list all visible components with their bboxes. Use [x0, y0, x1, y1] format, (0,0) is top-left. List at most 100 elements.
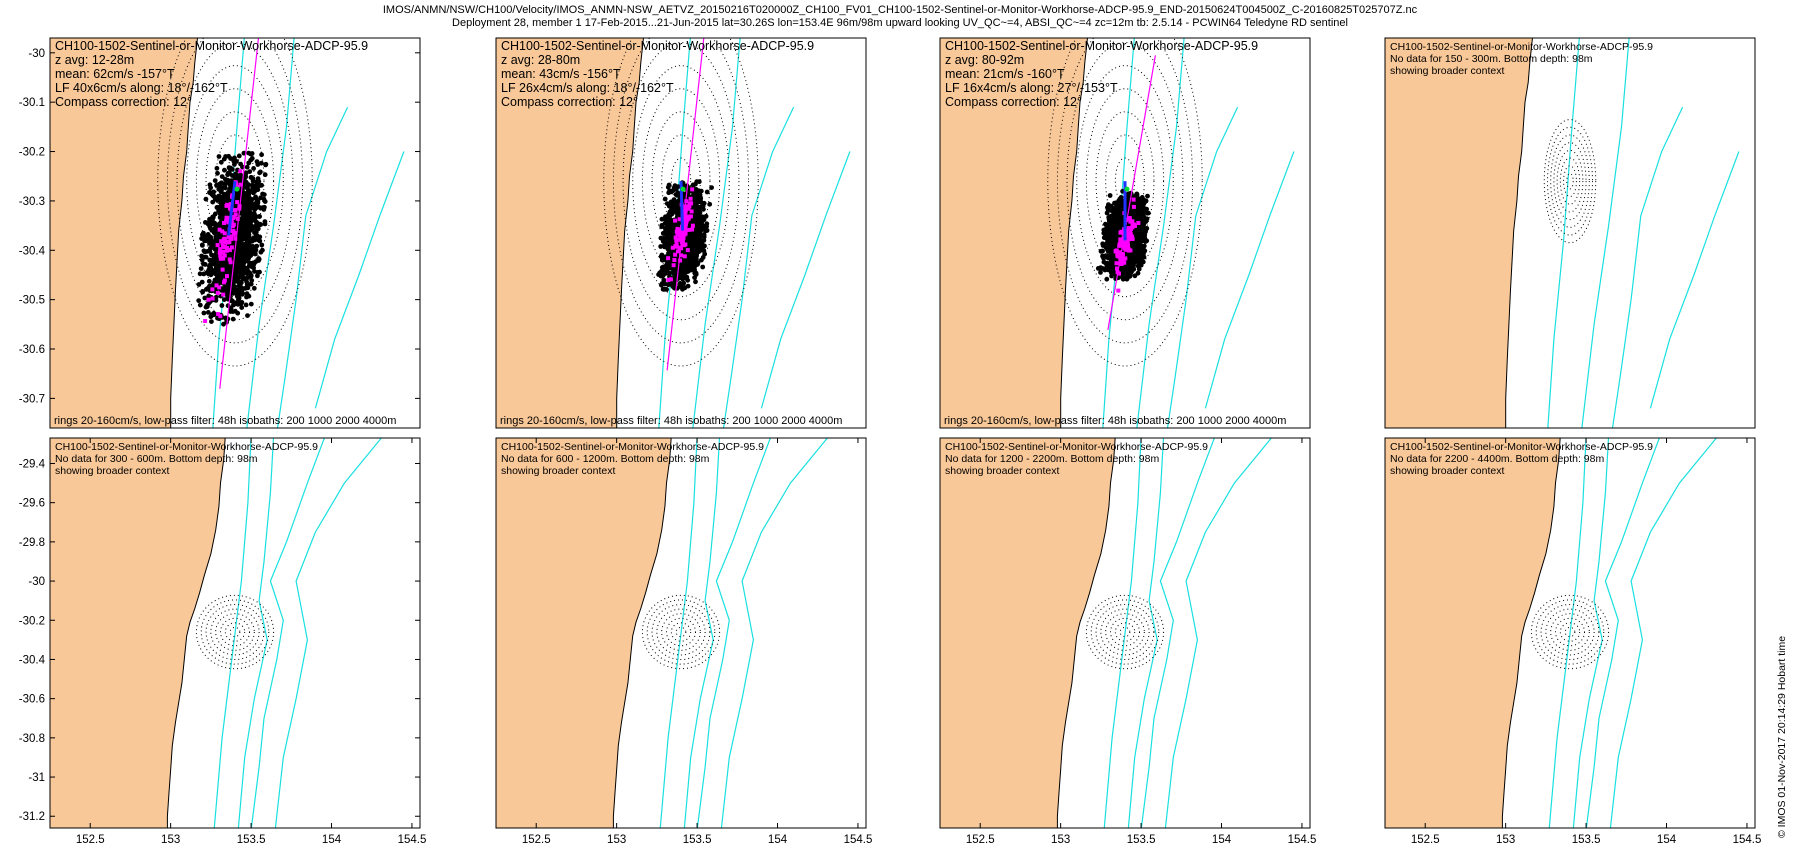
- principal-axis: [666, 38, 705, 371]
- scatter-point: [1134, 255, 1140, 261]
- ytick-label: -30: [28, 48, 45, 60]
- scatter-point: [695, 199, 701, 205]
- isobath-2: [276, 106, 349, 428]
- lowpass-point: [203, 319, 208, 323]
- lowpass-point: [231, 222, 236, 227]
- lowpass-point: [231, 232, 236, 237]
- lowpass-point: [1116, 254, 1121, 259]
- scatter-point: [212, 211, 218, 217]
- velocity-ring-3: [195, 88, 275, 275]
- lowpass-point: [1117, 271, 1121, 276]
- lowpass-point: [206, 297, 211, 302]
- scatter-point: [1107, 193, 1113, 198]
- scatter-point: [239, 285, 245, 291]
- lowpass-point: [689, 201, 694, 206]
- scatter-point: [202, 262, 208, 267]
- scatter-point: [238, 301, 244, 307]
- scatter-point: [248, 236, 254, 242]
- scatter-point: [227, 263, 233, 269]
- scatter-point: [249, 278, 255, 283]
- scatter-point: [702, 243, 707, 249]
- lowpass-point: [221, 256, 226, 261]
- lowpass-point: [216, 312, 221, 317]
- scatter-point: [692, 191, 698, 197]
- scatter-point: [262, 221, 268, 227]
- lowpass-point: [677, 245, 682, 250]
- scatter-point: [241, 204, 247, 210]
- plot-area: [50, 38, 420, 428]
- scatter-point: [248, 203, 254, 209]
- panel-annotation-4: Compass correction: 12°: [501, 95, 638, 109]
- scatter-point: [222, 167, 227, 173]
- lowpass-point: [1128, 232, 1133, 237]
- scatter-point: [206, 237, 212, 243]
- lowpass-point: [217, 285, 222, 290]
- scatter-point: [1109, 264, 1115, 270]
- scatter-point: [1134, 248, 1140, 254]
- scatter-point: [261, 196, 267, 202]
- scatter-point: [199, 257, 205, 263]
- scatter-point: [695, 260, 701, 265]
- panel-annotation-3: LF 40x6cm/s along: 18°/-162°T: [55, 81, 228, 95]
- scatter-point: [662, 196, 668, 202]
- scatter-point: [233, 171, 239, 177]
- scatter-point: [218, 159, 224, 165]
- scatter-point: [199, 279, 205, 285]
- scatter-point: [240, 234, 245, 240]
- lowpass-point: [683, 208, 688, 213]
- lowpass-point: [1121, 241, 1126, 246]
- lowpass-point: [1125, 240, 1130, 245]
- scatter-point: [201, 230, 206, 236]
- scatter-point: [222, 210, 228, 216]
- scatter-point: [223, 262, 229, 268]
- lowpass-point: [683, 242, 688, 247]
- scatter-point: [229, 297, 234, 303]
- plot-area: [496, 38, 866, 428]
- scatter-point: [259, 160, 264, 166]
- land: [50, 38, 198, 428]
- scatter-point: [258, 169, 263, 175]
- scatter-point: [246, 150, 252, 156]
- scatter-point: [709, 185, 714, 191]
- scatter-point: [215, 170, 220, 176]
- scatter-point: [214, 165, 220, 171]
- scatter-point: [1103, 227, 1109, 233]
- scatter-point: [1102, 267, 1108, 273]
- scatter-point: [685, 236, 691, 242]
- panel-annotation-0: CH100-1502-Sentinel-or-Monitor-Workhorse…: [501, 39, 814, 53]
- scatter-point: [211, 310, 217, 316]
- scatter-point: [1145, 193, 1150, 199]
- scatter-point: [263, 162, 268, 168]
- scatter-point: [212, 178, 218, 184]
- scatter-point: [247, 247, 253, 253]
- scatter-point: [244, 209, 250, 215]
- scatter-point: [667, 203, 673, 209]
- velocity-ring-4: [632, 65, 730, 298]
- scatter-point: [202, 295, 208, 301]
- scatter-point: [208, 262, 213, 267]
- lowpass-point: [674, 229, 679, 234]
- scatter-point: [259, 182, 264, 188]
- lowpass-point: [227, 248, 232, 252]
- scatter-point: [207, 182, 213, 188]
- scatter-point: [693, 187, 699, 192]
- scatter-point: [205, 310, 211, 315]
- ytick-label: -30.4: [19, 245, 46, 257]
- scatter-point: [236, 258, 242, 264]
- scatter-point: [691, 242, 696, 247]
- panel-annotation-0: CH100-1502-Sentinel-or-Monitor-Workhorse…: [55, 39, 368, 53]
- lowpass-point: [1130, 234, 1135, 239]
- panel-annotation-2: mean: 43cm/s -156°T: [501, 67, 621, 81]
- scatter-point: [244, 224, 250, 230]
- scatter-point: [237, 172, 243, 178]
- lowpass-point: [1123, 256, 1128, 261]
- lowpass-point: [215, 243, 220, 248]
- lowpass-point: [214, 283, 219, 288]
- lowpass-point: [670, 245, 675, 250]
- panel-row1-col3: CH100-1502-Sentinel-or-Monitor-Workhorse…: [939, 37, 1311, 429]
- scatter-point: [1140, 219, 1145, 225]
- scatter-point: [663, 231, 669, 237]
- lowpass-point: [687, 227, 692, 232]
- panel-row1-col2: CH100-1502-Sentinel-or-Monitor-Workhorse…: [495, 37, 867, 429]
- lowpass-point: [672, 258, 677, 262]
